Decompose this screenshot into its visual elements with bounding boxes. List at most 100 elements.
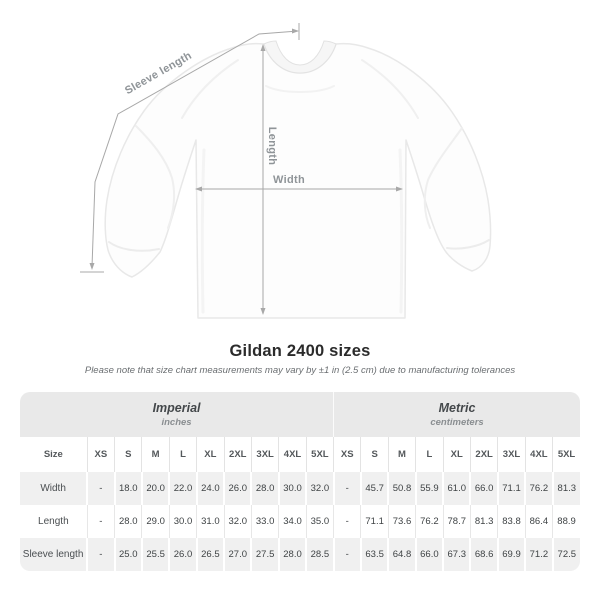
size-header-metric-s: S bbox=[360, 437, 389, 472]
size-header-metric-m: M bbox=[387, 437, 416, 472]
value-cell-metric-m: 73.6 bbox=[387, 505, 416, 538]
value-cell-imperial-3xl: 27.5 bbox=[250, 538, 279, 571]
tolerance-note: Please note that size chart measurements… bbox=[84, 365, 516, 376]
value-cell-imperial-xl: 24.0 bbox=[195, 472, 225, 505]
value-cell-metric-4xl: 76.2 bbox=[524, 472, 553, 505]
value-cell-metric-s: 45.7 bbox=[359, 472, 389, 505]
shirt-shape bbox=[104, 40, 492, 319]
value-cell-metric-2xl: 66.0 bbox=[469, 472, 498, 505]
long-sleeve-shirt-illustration: Sleeve length Length Width bbox=[80, 23, 492, 319]
size-chart-table: Imperial inches Metric centimeters Size … bbox=[20, 392, 580, 571]
size-header-imperial-3xl: 3XL bbox=[250, 437, 279, 472]
value-cell-metric-xl: 61.0 bbox=[442, 472, 471, 505]
size-header-imperial-xs: XS bbox=[86, 437, 115, 472]
value-cell-imperial-m: 20.0 bbox=[140, 472, 170, 505]
metric-group-header: Metric centimeters bbox=[333, 392, 580, 437]
size-guide-page: Sleeve length Length Width Gildan 2400 s… bbox=[20, 23, 580, 571]
value-cell-imperial-xl: 26.5 bbox=[195, 538, 225, 571]
value-cell-imperial-xs: - bbox=[86, 505, 115, 538]
measurement-annotations bbox=[80, 23, 403, 315]
row-label: Length bbox=[20, 505, 88, 538]
size-header-imperial-m: M bbox=[141, 437, 170, 472]
width-label: Width bbox=[273, 174, 305, 186]
size-header-metric-4xl: 4XL bbox=[524, 437, 553, 472]
metric-units: centimeters bbox=[430, 416, 484, 428]
value-cell-metric-5xl: 88.9 bbox=[552, 505, 580, 538]
value-cell-metric-xs: - bbox=[332, 538, 361, 571]
value-cell-imperial-4xl: 34.0 bbox=[278, 505, 307, 538]
value-cell-imperial-2xl: 27.0 bbox=[223, 538, 252, 571]
row-label: Width bbox=[20, 472, 88, 505]
size-header-metric-xl: XL bbox=[442, 437, 471, 472]
value-cell-imperial-xs: - bbox=[86, 538, 115, 571]
value-cell-imperial-m: 29.0 bbox=[141, 505, 170, 538]
size-header-imperial-s: S bbox=[114, 437, 142, 472]
value-cell-imperial-xl: 31.0 bbox=[196, 505, 225, 538]
value-cell-imperial-s: 28.0 bbox=[114, 505, 142, 538]
value-cell-metric-3xl: 83.8 bbox=[497, 505, 526, 538]
measurement-row-width: Width -18.0 20.0 22.0 24.0 26.0 28.0 30.0 32.0-4… bbox=[20, 472, 580, 505]
value-cell-imperial-4xl: 30.0 bbox=[277, 472, 307, 505]
value-cell-metric-xl: 78.7 bbox=[442, 505, 471, 538]
value-cell-metric-4xl: 86.4 bbox=[524, 505, 553, 538]
size-header-imperial-l: L bbox=[168, 437, 197, 472]
value-cell-metric-4xl: 71.2 bbox=[524, 538, 553, 571]
value-cell-metric-s: 71.1 bbox=[360, 505, 389, 538]
value-cell-imperial-m: 25.5 bbox=[140, 538, 170, 571]
right-cuff-seam bbox=[446, 239, 490, 250]
value-cell-imperial-2xl: 26.0 bbox=[223, 472, 252, 505]
imperial-label: Imperial bbox=[152, 400, 201, 415]
value-cell-metric-3xl: 71.1 bbox=[496, 472, 526, 505]
value-cell-imperial-xs: - bbox=[86, 472, 115, 505]
size-header-metric-5xl: 5XL bbox=[552, 437, 580, 472]
value-cell-metric-5xl: 81.3 bbox=[551, 472, 580, 505]
value-cell-imperial-3xl: 28.0 bbox=[250, 472, 279, 505]
size-header-metric-l: L bbox=[415, 437, 444, 472]
value-cell-metric-s: 63.5 bbox=[359, 538, 389, 571]
value-cell-metric-5xl: 72.5 bbox=[551, 538, 580, 571]
value-cell-imperial-5xl: 28.5 bbox=[305, 538, 334, 571]
size-header-imperial-4xl: 4XL bbox=[278, 437, 307, 472]
left-cuff-seam bbox=[108, 241, 160, 252]
sleeve-length-line bbox=[91, 30, 299, 268]
collar bbox=[263, 40, 337, 74]
size-header-metric-2xl: 2XL bbox=[469, 437, 498, 472]
value-cell-imperial-4xl: 28.0 bbox=[277, 538, 307, 571]
value-cell-metric-l: 66.0 bbox=[414, 538, 444, 571]
size-header-row: Size XS S M L XL 2XL 3XL 4XL 5XL XS S M L XL 2XL 3XL 4XL… bbox=[20, 437, 580, 472]
value-cell-metric-2xl: 81.3 bbox=[469, 505, 498, 538]
imperial-group-header: Imperial inches bbox=[20, 392, 334, 437]
value-cell-metric-xl: 67.3 bbox=[442, 538, 471, 571]
value-cell-imperial-s: 18.0 bbox=[113, 472, 142, 505]
value-cell-imperial-5xl: 35.0 bbox=[305, 505, 334, 538]
value-cell-metric-m: 64.8 bbox=[387, 538, 416, 571]
measurement-row-sleeve-length: Sleeve length -25.0 25.5 26.0 26.5 27.0 27.5 28… bbox=[20, 538, 580, 571]
page-title: Gildan 2400 sizes bbox=[229, 342, 371, 360]
value-cell-metric-3xl: 69.9 bbox=[496, 538, 526, 571]
value-cell-metric-m: 50.8 bbox=[387, 472, 416, 505]
length-label: Length bbox=[266, 127, 278, 165]
size-chart-card: Imperial inches Metric centimeters Size … bbox=[20, 392, 580, 571]
value-cell-metric-l: 76.2 bbox=[415, 505, 444, 538]
value-cell-imperial-l: 26.0 bbox=[168, 538, 197, 571]
measurement-row-length: Length -28.0 29.0 30.0 31.0 32.0 33.0 34.0 35.0-… bbox=[20, 505, 580, 538]
size-header-imperial-2xl: 2XL bbox=[223, 437, 252, 472]
value-cell-imperial-3xl: 33.0 bbox=[250, 505, 279, 538]
size-column-header: Size bbox=[20, 437, 88, 472]
value-cell-metric-xs: - bbox=[333, 505, 361, 538]
value-cell-metric-xs: - bbox=[332, 472, 361, 505]
imperial-units: inches bbox=[161, 416, 192, 428]
value-cell-metric-l: 55.9 bbox=[414, 472, 444, 505]
size-header-metric-xs: XS bbox=[333, 437, 361, 472]
unit-group-header-row: Imperial inches Metric centimeters bbox=[20, 392, 580, 437]
shirt-measurement-diagram: Sleeve length Length Width bbox=[80, 23, 492, 319]
metric-label: Metric bbox=[438, 400, 476, 415]
size-header-metric-3xl: 3XL bbox=[497, 437, 526, 472]
value-cell-metric-2xl: 68.6 bbox=[469, 538, 498, 571]
value-cell-imperial-5xl: 32.0 bbox=[305, 472, 334, 505]
size-header-imperial-xl: XL bbox=[196, 437, 225, 472]
row-label: Sleeve length bbox=[20, 538, 88, 571]
value-cell-imperial-l: 30.0 bbox=[168, 505, 197, 538]
value-cell-imperial-2xl: 32.0 bbox=[223, 505, 252, 538]
value-cell-imperial-l: 22.0 bbox=[168, 472, 197, 505]
